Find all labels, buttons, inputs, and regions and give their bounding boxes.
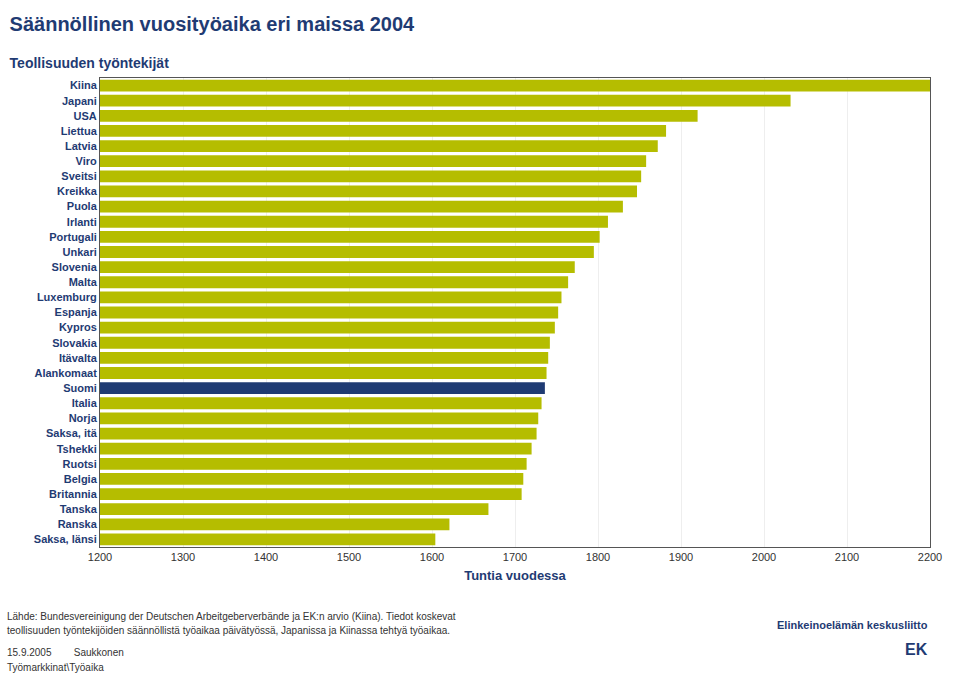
svg-text:Slovakia: Slovakia [52, 337, 98, 349]
svg-text:1400: 1400 [254, 551, 278, 563]
svg-text:Tshekki: Tshekki [57, 443, 97, 455]
svg-text:Belgia: Belgia [64, 473, 98, 485]
svg-text:Irlanti: Irlanti [67, 216, 97, 228]
svg-text:1300: 1300 [171, 551, 195, 563]
svg-text:Sveitsi: Sveitsi [61, 170, 96, 182]
svg-text:1600: 1600 [420, 551, 444, 563]
svg-text:Saksa, länsi: Saksa, länsi [34, 533, 97, 545]
svg-text:15.9.2005 Saukkonen: 15.9.2005 Saukkonen [7, 647, 124, 658]
svg-text:Kypros: Kypros [59, 321, 97, 333]
svg-text:Säännöllinen vuosityöaika eri: Säännöllinen vuosityöaika eri maissa 200… [10, 13, 416, 35]
svg-text:1700: 1700 [503, 551, 527, 563]
svg-text:Kiina: Kiina [70, 79, 98, 91]
svg-text:Malta: Malta [69, 276, 98, 288]
svg-text:Elinkeinoelämän keskusliitto: Elinkeinoelämän keskusliitto [777, 619, 928, 631]
svg-text:Slovenia: Slovenia [52, 261, 98, 273]
svg-text:teollisuuden työntekijöiden sä: teollisuuden työntekijöiden säännöllistä… [7, 625, 450, 636]
svg-text:Suomi: Suomi [63, 382, 97, 394]
svg-text:Ruotsi: Ruotsi [63, 458, 97, 470]
svg-text:Kreikka: Kreikka [57, 185, 98, 197]
svg-text:Työmarkkinat\Työaika: Työmarkkinat\Työaika [7, 662, 104, 673]
svg-text:EK: EK [905, 641, 928, 658]
svg-text:Britannia: Britannia [49, 488, 98, 500]
svg-text:Teollisuuden työntekijät: Teollisuuden työntekijät [10, 55, 170, 71]
svg-text:Lähde: Bundesvereinigung der D: Lähde: Bundesvereinigung der Deutschen A… [7, 611, 456, 622]
svg-text:2200: 2200 [918, 551, 942, 563]
svg-text:Liettua: Liettua [61, 125, 98, 137]
svg-text:1800: 1800 [586, 551, 610, 563]
svg-text:Japani: Japani [62, 95, 97, 107]
svg-text:1900: 1900 [669, 551, 693, 563]
svg-text:Ranska: Ranska [58, 518, 98, 530]
svg-text:2100: 2100 [835, 551, 859, 563]
svg-text:Viro: Viro [76, 155, 97, 167]
svg-text:Espanja: Espanja [55, 306, 98, 318]
svg-text:Tuntia vuodessa: Tuntia vuodessa [464, 568, 566, 583]
svg-text:Itävalta: Itävalta [59, 352, 98, 364]
svg-text:2000: 2000 [752, 551, 776, 563]
svg-text:1200: 1200 [88, 551, 112, 563]
svg-text:Unkari: Unkari [63, 246, 97, 258]
svg-text:Puola: Puola [67, 200, 98, 212]
svg-text:Norja: Norja [69, 412, 98, 424]
svg-text:USA: USA [74, 110, 97, 122]
svg-text:Latvia: Latvia [65, 140, 98, 152]
svg-text:Alankomaat: Alankomaat [34, 367, 97, 379]
svg-text:Saksa, itä: Saksa, itä [46, 427, 98, 439]
svg-text:1500: 1500 [337, 551, 361, 563]
svg-text:Italia: Italia [72, 397, 98, 409]
svg-text:Portugali: Portugali [49, 231, 97, 243]
svg-text:Luxemburg: Luxemburg [37, 291, 97, 303]
svg-text:Tanska: Tanska [60, 503, 98, 515]
